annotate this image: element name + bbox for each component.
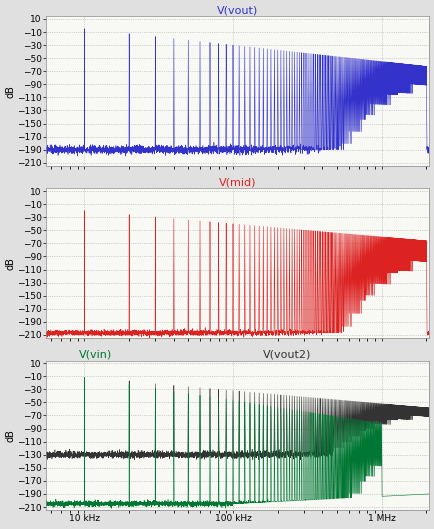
Title: V(vout): V(vout): [217, 6, 258, 15]
Y-axis label: dB: dB: [6, 85, 16, 98]
Y-axis label: dB: dB: [6, 429, 16, 442]
Title: V(mid): V(mid): [218, 178, 256, 188]
Text: V(vout2): V(vout2): [263, 349, 311, 359]
Text: V(vin): V(vin): [79, 349, 112, 359]
Y-axis label: dB: dB: [6, 257, 16, 270]
